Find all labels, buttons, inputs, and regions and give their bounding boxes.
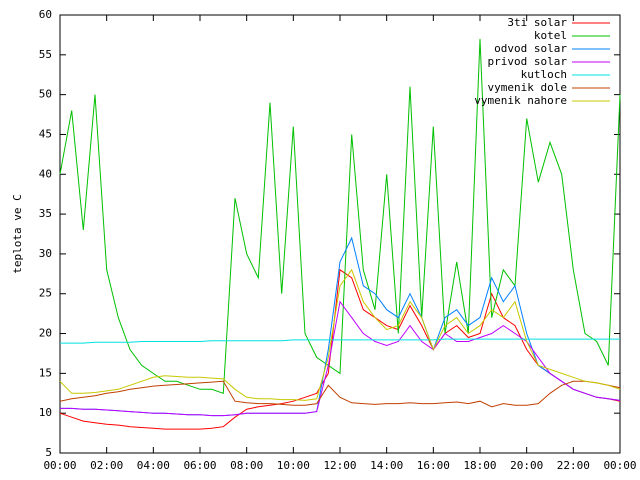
y-tick-label: 45 <box>39 127 52 140</box>
legend-label: vymenik nahore <box>474 94 567 107</box>
x-tick-label: 16:00 <box>417 459 450 472</box>
y-tick-label: 40 <box>39 167 52 180</box>
series-line <box>59 268 621 430</box>
y-tick-label: 20 <box>39 327 52 340</box>
legend-label: vymenik dole <box>488 81 567 94</box>
series-line <box>60 236 621 417</box>
x-tick-label: 00:00 <box>43 459 76 472</box>
x-tick-label: 20:00 <box>510 459 543 472</box>
legend-label: kotel <box>534 29 567 42</box>
y-tick-label: 60 <box>39 8 52 21</box>
x-tick-label: 14:00 <box>370 459 403 472</box>
y-tick-label: 50 <box>39 88 52 101</box>
x-tick-label: 22:00 <box>557 459 590 472</box>
series-line <box>59 268 621 401</box>
y-tick-label: 15 <box>39 366 52 379</box>
x-tick-label: 18:00 <box>463 459 496 472</box>
series-line <box>59 380 621 408</box>
legend-label: odvod solar <box>494 42 567 55</box>
y-tick-label: 5 <box>45 446 52 459</box>
x-tick-label: 06:00 <box>183 459 216 472</box>
legend-label: privod solar <box>488 55 568 68</box>
series-line <box>59 38 621 394</box>
y-axis-label: teplota ve C <box>11 194 24 273</box>
series-line <box>60 338 620 344</box>
x-tick-label: 02:00 <box>90 459 123 472</box>
legend-label: kutloch <box>521 68 567 81</box>
y-tick-label: 30 <box>39 247 52 260</box>
y-tick-label: 25 <box>39 287 52 300</box>
x-tick-label: 12:00 <box>323 459 356 472</box>
x-tick-label: 10:00 <box>277 459 310 472</box>
legend-label: 3ti solar <box>507 16 567 29</box>
x-tick-label: 00:00 <box>603 459 636 472</box>
y-tick-label: 10 <box>39 406 52 419</box>
y-tick-label: 55 <box>39 48 52 61</box>
x-tick-label: 04:00 <box>137 459 170 472</box>
x-tick-label: 08:00 <box>230 459 263 472</box>
y-tick-label: 35 <box>39 207 52 220</box>
